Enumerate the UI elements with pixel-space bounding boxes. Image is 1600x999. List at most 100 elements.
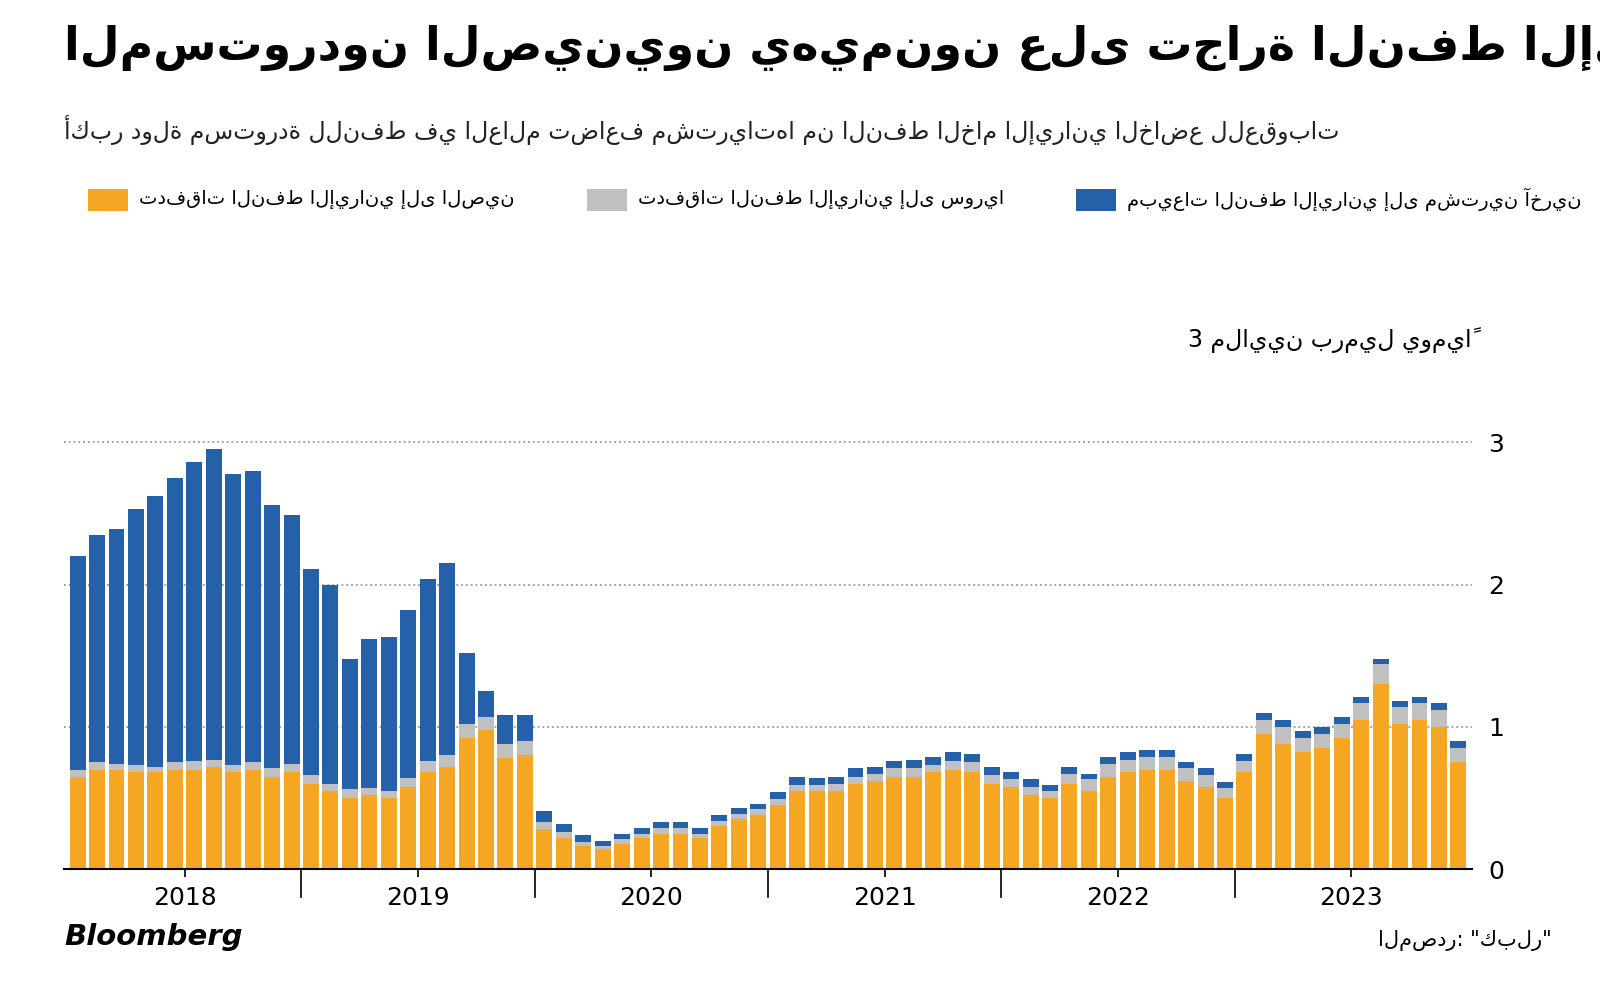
- Bar: [672, 833, 688, 869]
- Bar: [147, 766, 163, 772]
- Bar: [984, 775, 1000, 784]
- Bar: [498, 758, 514, 869]
- Bar: [1178, 781, 1194, 869]
- Bar: [283, 772, 299, 869]
- Bar: [576, 842, 592, 846]
- Bar: [498, 715, 514, 744]
- Bar: [1430, 709, 1446, 727]
- Bar: [109, 529, 125, 764]
- Bar: [1218, 798, 1234, 869]
- Bar: [1294, 731, 1310, 738]
- Bar: [478, 691, 494, 717]
- Bar: [555, 832, 571, 838]
- Bar: [128, 772, 144, 869]
- Bar: [1430, 702, 1446, 709]
- Bar: [206, 450, 222, 759]
- Bar: [808, 785, 824, 791]
- Bar: [1451, 762, 1466, 869]
- Bar: [323, 784, 339, 791]
- Bar: [1022, 779, 1038, 786]
- Bar: [1082, 774, 1098, 779]
- Bar: [1411, 719, 1427, 869]
- Bar: [1354, 719, 1370, 869]
- Bar: [1042, 785, 1058, 791]
- Bar: [70, 769, 85, 776]
- Text: 3 ملايين برميل يومياً: 3 ملايين برميل يومياً: [1189, 327, 1472, 353]
- Bar: [1120, 759, 1136, 772]
- Bar: [867, 766, 883, 774]
- Bar: [459, 724, 475, 738]
- Bar: [302, 568, 318, 775]
- Bar: [555, 823, 571, 832]
- Bar: [1294, 738, 1310, 752]
- Bar: [70, 776, 85, 869]
- Bar: [750, 815, 766, 869]
- Bar: [1042, 798, 1058, 869]
- Bar: [789, 785, 805, 791]
- Bar: [1430, 727, 1446, 869]
- Bar: [283, 514, 299, 764]
- Bar: [944, 761, 960, 769]
- Bar: [906, 759, 922, 768]
- Bar: [1061, 784, 1077, 869]
- Bar: [1275, 719, 1291, 727]
- Bar: [1003, 779, 1019, 786]
- Bar: [245, 762, 261, 769]
- Bar: [1101, 776, 1117, 869]
- Bar: [1218, 788, 1234, 798]
- Bar: [438, 755, 454, 766]
- Bar: [555, 838, 571, 869]
- Bar: [498, 744, 514, 758]
- Bar: [438, 563, 454, 755]
- Bar: [925, 756, 941, 765]
- Bar: [587, 189, 627, 211]
- Bar: [1256, 734, 1272, 869]
- Bar: [459, 738, 475, 869]
- Bar: [264, 768, 280, 776]
- Bar: [1334, 738, 1350, 869]
- Bar: [400, 786, 416, 869]
- Bar: [576, 835, 592, 842]
- Bar: [1003, 772, 1019, 779]
- Bar: [595, 841, 611, 846]
- Bar: [770, 805, 786, 869]
- Text: أكبر دولة مستوردة للنفط في العالم تضاعف مشترياتها من النفط الخام الإيراني الخاضع: أكبر دولة مستوردة للنفط في العالم تضاعف …: [64, 115, 1339, 145]
- Bar: [88, 189, 128, 211]
- Bar: [614, 833, 630, 839]
- Bar: [712, 815, 728, 821]
- Bar: [70, 556, 85, 769]
- Bar: [1139, 769, 1155, 869]
- Bar: [691, 838, 707, 869]
- Bar: [1061, 774, 1077, 784]
- Bar: [1373, 664, 1389, 684]
- Bar: [1158, 749, 1174, 756]
- Bar: [867, 781, 883, 869]
- Bar: [944, 752, 960, 761]
- Bar: [1077, 189, 1117, 211]
- Bar: [965, 772, 981, 869]
- Bar: [245, 769, 261, 869]
- Bar: [653, 822, 669, 828]
- Text: المستوردون الصينيون يهيمنون على تجارة النفط الإيرانية: المستوردون الصينيون يهيمنون على تجارة ال…: [64, 25, 1600, 71]
- Bar: [1411, 697, 1427, 702]
- Bar: [691, 833, 707, 838]
- Bar: [1392, 724, 1408, 869]
- Bar: [166, 762, 182, 769]
- Bar: [965, 754, 981, 762]
- Bar: [1294, 752, 1310, 869]
- Bar: [362, 795, 378, 869]
- Bar: [614, 843, 630, 869]
- Bar: [264, 776, 280, 869]
- Bar: [1178, 768, 1194, 781]
- Bar: [323, 791, 339, 869]
- Bar: [848, 768, 864, 776]
- Bar: [1314, 734, 1330, 748]
- Bar: [808, 791, 824, 869]
- Bar: [342, 658, 358, 789]
- Bar: [1082, 779, 1098, 791]
- Bar: [750, 803, 766, 809]
- Bar: [1120, 752, 1136, 759]
- Bar: [1082, 791, 1098, 869]
- Bar: [634, 833, 650, 838]
- Bar: [1275, 727, 1291, 744]
